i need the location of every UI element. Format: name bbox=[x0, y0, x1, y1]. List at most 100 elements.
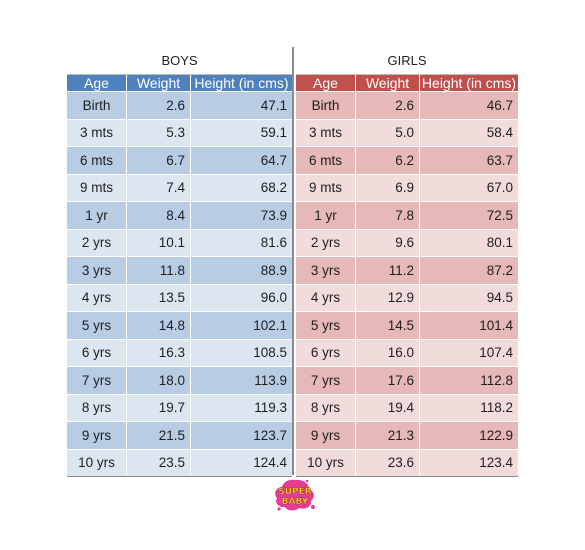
girls-height-cell: 123.4 bbox=[420, 449, 518, 476]
table-row: 3 mts 5.3 59.1 bbox=[67, 119, 292, 147]
girls-height-cell: 101.4 bbox=[420, 312, 518, 339]
boys-height-cell: 64.7 bbox=[191, 147, 292, 174]
boys-age-cell: 3 yrs bbox=[67, 257, 127, 284]
girls-header-age: Age bbox=[296, 75, 356, 91]
boys-age-cell: Birth bbox=[67, 92, 127, 119]
girls-age-cell: 7 yrs bbox=[296, 367, 356, 394]
girls-height-cell: 87.2 bbox=[420, 257, 518, 284]
boys-height-cell: 124.4 bbox=[191, 449, 292, 476]
girls-age-cell: 1 yr bbox=[296, 202, 356, 229]
table-row: 7 yrs 18.0 113.9 bbox=[67, 367, 292, 395]
girls-age-cell: 9 yrs bbox=[296, 422, 356, 449]
girls-weight-cell: 11.2 bbox=[356, 257, 420, 284]
boys-height-cell: 88.9 bbox=[191, 257, 292, 284]
boys-age-cell: 2 yrs bbox=[67, 229, 127, 256]
girls-header-height: Height (in cms) bbox=[420, 75, 518, 91]
boys-weight-cell: 21.5 bbox=[127, 422, 191, 449]
boys-age-cell: 8 yrs bbox=[67, 394, 127, 421]
table-row: 9 yrs 21.5 123.7 bbox=[67, 422, 292, 450]
table-row: 7 yrs 17.6 112.8 bbox=[296, 367, 518, 395]
girls-age-cell: Birth bbox=[296, 92, 356, 119]
table-row: 4 yrs 13.5 96.0 bbox=[67, 284, 292, 312]
table-row: 5 yrs 14.5 101.4 bbox=[296, 312, 518, 340]
girls-weight-cell: 6.2 bbox=[356, 147, 420, 174]
boys-age-cell: 5 yrs bbox=[67, 312, 127, 339]
girls-height-cell: 72.5 bbox=[420, 202, 518, 229]
girls-age-cell: 10 yrs bbox=[296, 449, 356, 476]
boys-weight-cell: 2.6 bbox=[127, 92, 191, 119]
boys-rows: Birth 2.6 47.1 3 mts 5.3 59.1 6 mts 6.7 64.7 9 mt… bbox=[67, 92, 292, 477]
boys-height-cell: 119.3 bbox=[191, 394, 292, 421]
girls-age-cell: 4 yrs bbox=[296, 284, 356, 311]
boys-age-cell: 1 yr bbox=[67, 202, 127, 229]
boys-age-cell: 3 mts bbox=[67, 119, 127, 146]
boys-weight-cell: 8.4 bbox=[127, 202, 191, 229]
table-row: 2 yrs 9.6 80.1 bbox=[296, 229, 518, 257]
table-row: 9 yrs 21.3 122.9 bbox=[296, 422, 518, 450]
girls-age-cell: 5 yrs bbox=[296, 312, 356, 339]
boys-header-row: Age Weight Height (in cms) bbox=[67, 75, 292, 92]
boys-weight-cell: 23.5 bbox=[127, 449, 191, 476]
girls-age-cell: 3 mts bbox=[296, 119, 356, 146]
girls-weight-cell: 9.6 bbox=[356, 229, 420, 256]
girls-header-weight: Weight bbox=[356, 75, 420, 91]
boys-height-cell: 59.1 bbox=[191, 119, 292, 146]
table-row: 3 mts 5.0 58.4 bbox=[296, 119, 518, 147]
girls-weight-cell: 14.5 bbox=[356, 312, 420, 339]
girls-age-cell: 8 yrs bbox=[296, 394, 356, 421]
table-row: 1 yr 7.8 72.5 bbox=[296, 202, 518, 230]
girls-weight-cell: 12.9 bbox=[356, 284, 420, 311]
table-row: 9 mts 6.9 67.0 bbox=[296, 174, 518, 202]
girls-weight-cell: 19.4 bbox=[356, 394, 420, 421]
boys-age-cell: 6 mts bbox=[67, 147, 127, 174]
boys-title: BOYS bbox=[67, 47, 292, 75]
table-row: Birth 2.6 46.7 bbox=[296, 92, 518, 120]
table-row: 3 yrs 11.8 88.9 bbox=[67, 257, 292, 285]
boys-age-cell: 6 yrs bbox=[67, 339, 127, 366]
girls-height-cell: 107.4 bbox=[420, 339, 518, 366]
boys-header-weight: Weight bbox=[127, 75, 191, 91]
girls-weight-cell: 5.0 bbox=[356, 119, 420, 146]
table-row: 2 yrs 10.1 81.6 bbox=[67, 229, 292, 257]
boys-weight-cell: 6.7 bbox=[127, 147, 191, 174]
superbaby-logo-icon: SUPER BABY bbox=[275, 479, 315, 511]
table-row: 6 mts 6.2 63.7 bbox=[296, 147, 518, 175]
table-row: 3 yrs 11.2 87.2 bbox=[296, 257, 518, 285]
girls-header-row: Age Weight Height (in cms) bbox=[296, 75, 518, 92]
girls-rows: Birth 2.6 46.7 3 mts 5.0 58.4 6 mts 6.2 63.7 9 mt… bbox=[296, 92, 518, 477]
boys-header-height: Height (in cms) bbox=[191, 75, 292, 91]
table-row: 6 yrs 16.3 108.5 bbox=[67, 339, 292, 367]
table-row: 4 yrs 12.9 94.5 bbox=[296, 284, 518, 312]
boys-age-cell: 9 mts bbox=[67, 174, 127, 201]
boys-height-cell: 113.9 bbox=[191, 367, 292, 394]
boys-weight-cell: 10.1 bbox=[127, 229, 191, 256]
boys-weight-cell: 11.8 bbox=[127, 257, 191, 284]
girls-age-cell: 6 mts bbox=[296, 147, 356, 174]
table-row: 5 yrs 14.8 102.1 bbox=[67, 312, 292, 340]
boys-weight-cell: 7.4 bbox=[127, 174, 191, 201]
logo-text-super: SUPER bbox=[278, 487, 312, 497]
boys-height-cell: 81.6 bbox=[191, 229, 292, 256]
girls-weight-cell: 16.0 bbox=[356, 339, 420, 366]
boys-weight-cell: 5.3 bbox=[127, 119, 191, 146]
boys-height-cell: 108.5 bbox=[191, 339, 292, 366]
table-row: 10 yrs 23.6 123.4 bbox=[296, 449, 518, 477]
girls-height-cell: 112.8 bbox=[420, 367, 518, 394]
boys-height-cell: 68.2 bbox=[191, 174, 292, 201]
boys-weight-cell: 14.8 bbox=[127, 312, 191, 339]
boys-age-cell: 7 yrs bbox=[67, 367, 127, 394]
girls-height-cell: 63.7 bbox=[420, 147, 518, 174]
girls-height-cell: 80.1 bbox=[420, 229, 518, 256]
table-row: Birth 2.6 47.1 bbox=[67, 92, 292, 120]
boys-height-cell: 102.1 bbox=[191, 312, 292, 339]
table-row: 8 yrs 19.4 118.2 bbox=[296, 394, 518, 422]
boys-panel: BOYS Age Weight Height (in cms) Birth 2.6… bbox=[67, 47, 294, 477]
boys-header-age: Age bbox=[67, 75, 127, 91]
logo-text-baby: BABY bbox=[282, 497, 309, 507]
boys-age-cell: 4 yrs bbox=[67, 284, 127, 311]
table-row: 6 yrs 16.0 107.4 bbox=[296, 339, 518, 367]
girls-age-cell: 9 mts bbox=[296, 174, 356, 201]
boys-height-cell: 47.1 bbox=[191, 92, 292, 119]
girls-title: GIRLS bbox=[296, 47, 518, 75]
girls-weight-cell: 17.6 bbox=[356, 367, 420, 394]
